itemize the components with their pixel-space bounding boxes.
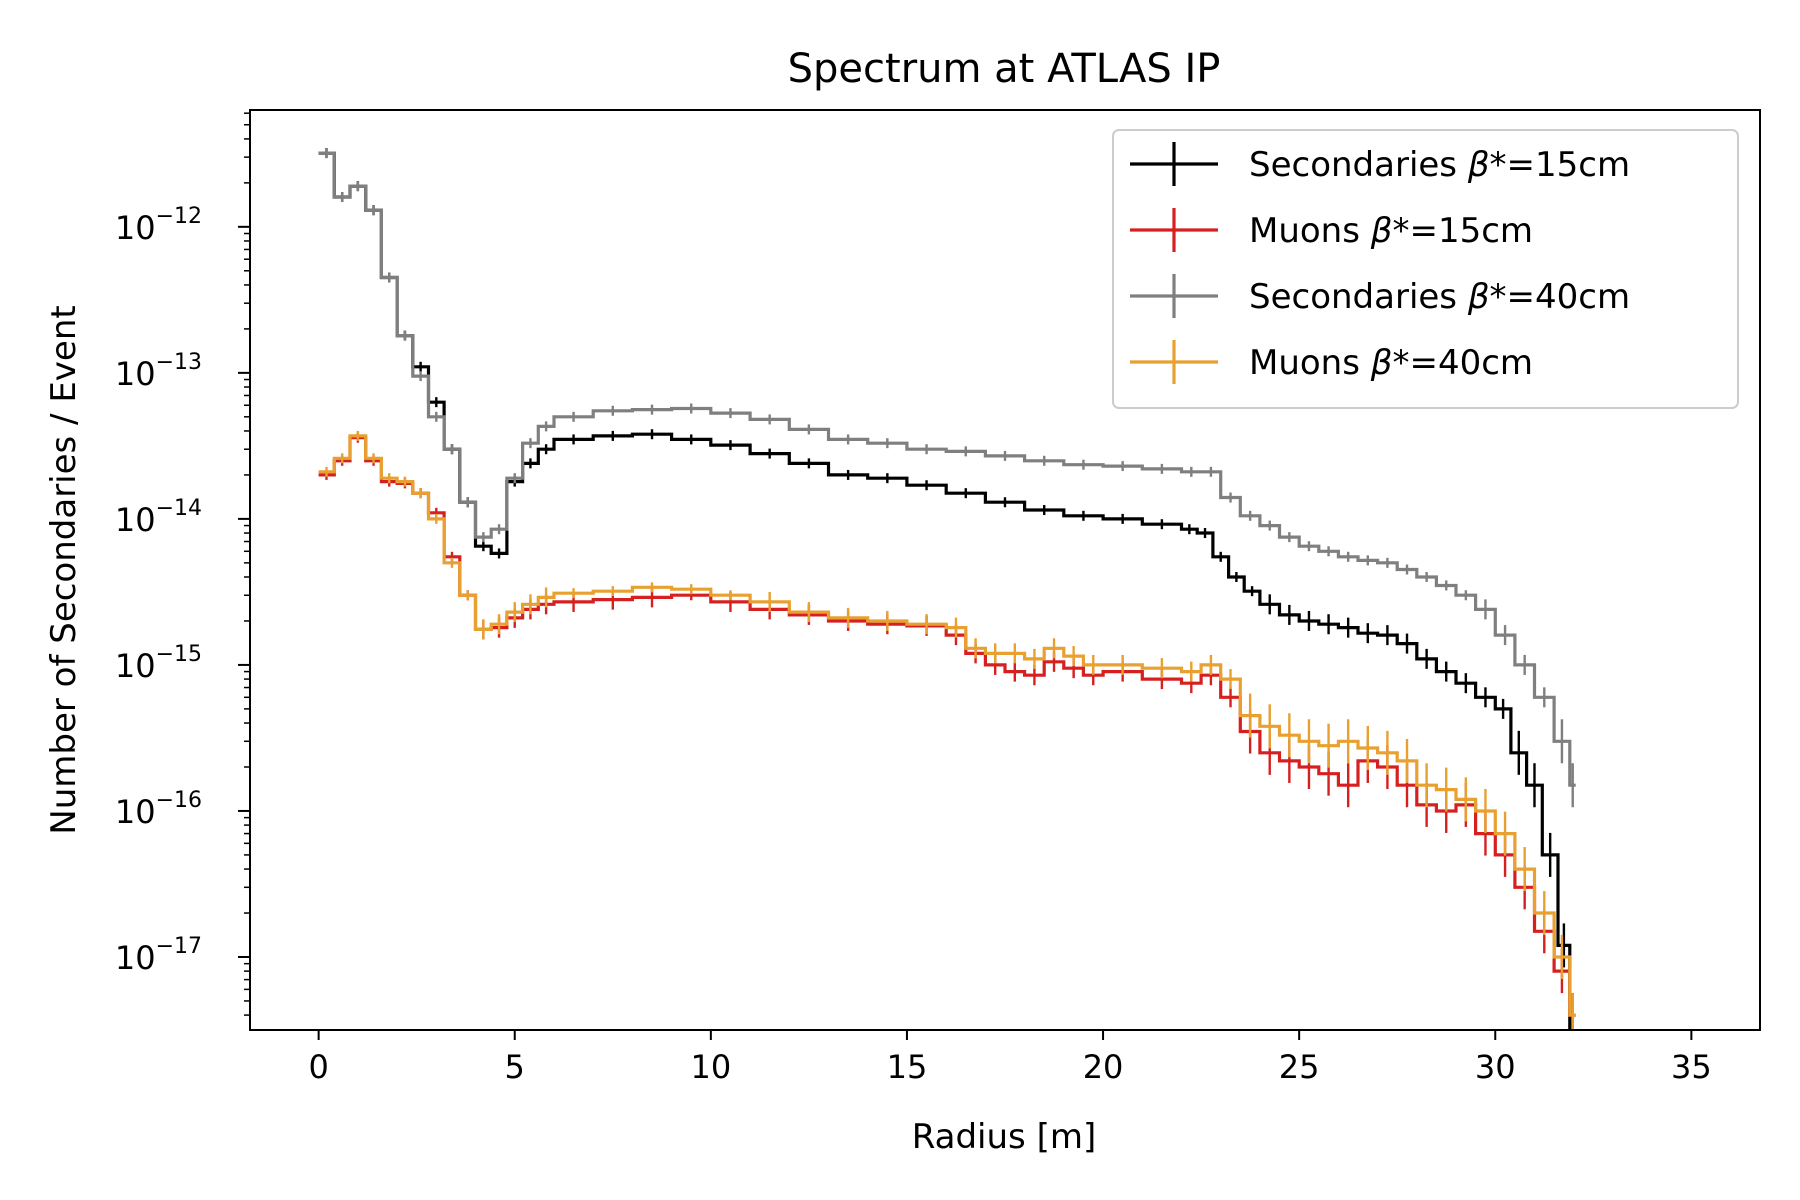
series-layer — [318, 148, 1576, 1030]
legend-label-prefix: Secondaries — [1249, 145, 1468, 185]
legend-label-beta: β — [1370, 343, 1393, 383]
y-tick-base: 10 — [115, 793, 156, 831]
x-tick-label: 30 — [1475, 1048, 1516, 1086]
y-tick-base: 10 — [115, 209, 156, 247]
chart-title: Spectrum at ATLAS IP — [788, 46, 1221, 92]
x-tick-label: 10 — [690, 1048, 731, 1086]
y-tick-exponent: −12 — [156, 204, 202, 229]
series-2 — [318, 148, 1576, 808]
y-axis-label: Number of Secondaries / Event — [44, 305, 84, 834]
x-tick-label: 35 — [1671, 1048, 1712, 1086]
series-line — [318, 151, 1576, 787]
y-tick-label: 10−16 — [115, 788, 202, 831]
y-tick-label: 10−17 — [115, 934, 202, 977]
legend-label-suffix: *=15cm — [1490, 145, 1631, 185]
x-tick-label: 20 — [1083, 1048, 1124, 1086]
y-tick-exponent: −15 — [156, 642, 202, 667]
y-tick-base: 10 — [115, 647, 156, 685]
y-tick-base: 10 — [115, 501, 156, 539]
plot-frame — [249, 109, 1761, 1031]
legend-label-suffix: *=40cm — [1392, 343, 1533, 383]
legend-label: Secondaries β*=40cm — [1249, 277, 1630, 317]
y-tick-exponent: −13 — [156, 350, 202, 375]
x-axis: 0 5 10 15 20 25 30 35 — [308, 1030, 1712, 1086]
y-tick-base: 10 — [115, 939, 156, 977]
legend-label-prefix: Muons — [1249, 211, 1371, 251]
y-tick-label: 10−12 — [115, 204, 202, 247]
x-axis-label: Radius [m] — [912, 1117, 1096, 1157]
y-tick-exponent: −16 — [156, 788, 202, 813]
x-tick-label: 5 — [505, 1048, 525, 1086]
series-3 — [318, 430, 1576, 1030]
y-tick-exponent: −17 — [156, 934, 202, 959]
legend-label-suffix: *=15cm — [1392, 211, 1533, 251]
legend-label-suffix: *=40cm — [1490, 277, 1631, 317]
y-tick-exponent: −14 — [156, 496, 202, 521]
legend-label: Muons β*=15cm — [1249, 211, 1533, 251]
x-tick-label: 15 — [887, 1048, 928, 1086]
legend-label-beta: β — [1467, 277, 1490, 317]
y-tick-label: 10−15 — [115, 642, 202, 685]
legend-label-prefix: Secondaries — [1249, 277, 1468, 317]
y-tick-label: 10−14 — [115, 496, 202, 539]
legend-label-prefix: Muons — [1249, 343, 1371, 383]
legend-box — [1112, 129, 1739, 409]
legend-label: Muons β*=40cm — [1249, 343, 1533, 383]
legend-label: Secondaries β*=15cm — [1249, 145, 1630, 185]
x-tick-label: 0 — [308, 1048, 328, 1086]
y-tick-label: 10−13 — [115, 350, 202, 393]
legend-label-beta: β — [1467, 145, 1490, 185]
legend-label-beta: β — [1370, 211, 1393, 251]
y-tick-base: 10 — [115, 355, 156, 393]
x-tick-label: 25 — [1279, 1048, 1320, 1086]
